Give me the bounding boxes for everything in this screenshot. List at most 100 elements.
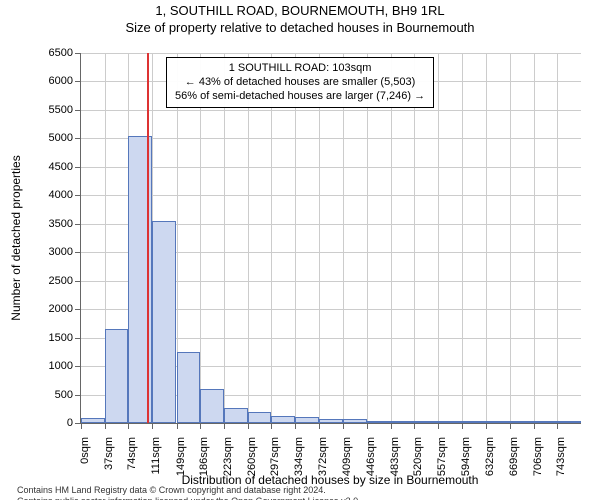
- annotation-line1: 1 SOUTHILL ROAD: 103sqm: [175, 62, 425, 76]
- x-tick-label: 520sqm: [412, 431, 424, 476]
- x-tick-label: 632sqm: [484, 431, 496, 476]
- y-tick-label: 4500: [49, 161, 81, 173]
- annotation-line3: 56% of semi-detached houses are larger (…: [175, 90, 425, 104]
- x-tick: [177, 423, 178, 429]
- x-tick-label: 409sqm: [341, 431, 353, 476]
- footer-line2: Contains public sector information licen…: [17, 496, 361, 500]
- y-tick-label: 500: [55, 389, 81, 401]
- gridline-horizontal: [81, 138, 581, 139]
- x-tick: [557, 423, 558, 429]
- annotation-box: 1 SOUTHILL ROAD: 103sqm← 43% of detached…: [166, 57, 434, 108]
- y-tick-label: 4000: [49, 189, 81, 201]
- x-tick: [391, 423, 392, 429]
- y-tick-label: 3500: [49, 218, 81, 230]
- y-tick-label: 6500: [49, 47, 81, 59]
- gridline-vertical: [391, 53, 392, 423]
- y-tick-label: 1000: [49, 360, 81, 372]
- x-tick-label: 297sqm: [269, 431, 281, 476]
- y-tick-label: 5000: [49, 132, 81, 144]
- x-tick-label: 223sqm: [222, 431, 234, 476]
- x-tick-label: 669sqm: [508, 431, 520, 476]
- histogram-bar: [177, 352, 201, 423]
- histogram-bar: [534, 421, 558, 423]
- x-tick-label: 594sqm: [460, 431, 472, 476]
- histogram-bar: [557, 421, 581, 423]
- histogram-bar: [438, 421, 462, 423]
- gridline-horizontal: [81, 110, 581, 111]
- x-tick-label: 334sqm: [293, 431, 305, 476]
- histogram-bar: [414, 421, 438, 423]
- histogram-bar: [295, 417, 319, 423]
- gridline-vertical: [486, 53, 487, 423]
- histogram-bar: [200, 389, 224, 423]
- page-title-line2: Size of property relative to detached ho…: [0, 20, 600, 37]
- x-tick: [128, 423, 129, 429]
- histogram-bar: [152, 221, 176, 423]
- x-tick: [343, 423, 344, 429]
- x-tick-label: 372sqm: [317, 431, 329, 476]
- x-tick-label: 111sqm: [150, 431, 162, 475]
- plot-area: 0500100015002000250030003500400045005000…: [80, 53, 581, 424]
- y-tick-label: 2000: [49, 303, 81, 315]
- gridline-vertical: [200, 53, 201, 423]
- y-tick-label: 2500: [49, 275, 81, 287]
- x-tick: [248, 423, 249, 429]
- histogram-bar: [271, 416, 295, 423]
- x-tick: [486, 423, 487, 429]
- x-tick: [367, 423, 368, 429]
- x-tick: [295, 423, 296, 429]
- x-tick-label: 149sqm: [175, 431, 187, 476]
- x-tick: [105, 423, 106, 429]
- histogram-bar: [367, 421, 391, 423]
- gridline-vertical: [343, 53, 344, 423]
- annotation-line2: ← 43% of detached houses are smaller (5,…: [175, 76, 425, 90]
- gridline-vertical: [438, 53, 439, 423]
- histogram-bar: [248, 412, 272, 423]
- x-tick-label: 37sqm: [103, 431, 115, 470]
- x-tick: [534, 423, 535, 429]
- gridline-vertical: [224, 53, 225, 423]
- x-tick-label: 260sqm: [246, 431, 258, 476]
- gridline-vertical: [534, 53, 535, 423]
- histogram-bar: [343, 419, 367, 423]
- gridline-horizontal: [81, 53, 581, 54]
- gridline-vertical: [557, 53, 558, 423]
- x-tick-label: 446sqm: [365, 431, 377, 476]
- x-tick: [271, 423, 272, 429]
- chart-container: 1, SOUTHILL ROAD, BOURNEMOUTH, BH9 1RL S…: [0, 3, 600, 500]
- x-tick: [200, 423, 201, 429]
- x-tick: [152, 423, 153, 429]
- gridline-vertical: [414, 53, 415, 423]
- gridline-vertical: [510, 53, 511, 423]
- gridline-horizontal: [81, 195, 581, 196]
- page-title-line1: 1, SOUTHILL ROAD, BOURNEMOUTH, BH9 1RL: [0, 3, 600, 20]
- x-tick-label: 0sqm: [79, 431, 91, 464]
- histogram-bar: [105, 329, 129, 423]
- y-tick-label: 5500: [49, 104, 81, 116]
- histogram-bar: [391, 421, 415, 423]
- gridline-horizontal: [81, 167, 581, 168]
- x-tick: [438, 423, 439, 429]
- y-axis-title: Number of detached properties: [9, 155, 23, 320]
- gridline-vertical: [319, 53, 320, 423]
- gridline-vertical: [271, 53, 272, 423]
- histogram-bar: [224, 408, 248, 423]
- x-tick: [81, 423, 82, 429]
- histogram-bar: [510, 421, 534, 423]
- x-tick-label: 483sqm: [389, 431, 401, 476]
- histogram-bar: [319, 419, 343, 423]
- reference-marker-line: [147, 53, 149, 423]
- y-tick-label: 0: [67, 417, 81, 429]
- x-tick-label: 743sqm: [555, 431, 567, 476]
- histogram-bar: [81, 418, 105, 423]
- histogram-bar: [486, 421, 510, 423]
- footer-attribution: Contains HM Land Registry data © Crown c…: [17, 485, 361, 500]
- x-tick-label: 186sqm: [198, 431, 210, 476]
- x-tick: [414, 423, 415, 429]
- x-tick: [224, 423, 225, 429]
- footer-line1: Contains HM Land Registry data © Crown c…: [17, 485, 361, 496]
- y-tick-label: 6000: [49, 75, 81, 87]
- y-tick-label: 1500: [49, 332, 81, 344]
- gridline-vertical: [367, 53, 368, 423]
- x-tick-label: 74sqm: [126, 431, 138, 470]
